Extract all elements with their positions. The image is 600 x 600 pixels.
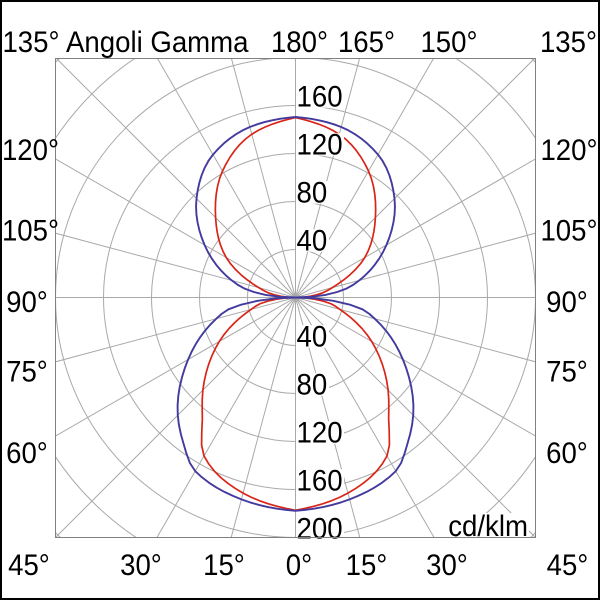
svg-text:75°: 75° xyxy=(546,355,588,388)
svg-text:cd/klm: cd/klm xyxy=(448,510,528,543)
svg-text:105°: 105° xyxy=(2,214,59,247)
svg-text:90°: 90° xyxy=(546,286,588,319)
svg-text:120°: 120° xyxy=(540,134,597,167)
svg-text:180°: 180° xyxy=(271,26,328,59)
svg-text:45°: 45° xyxy=(547,549,589,582)
svg-text:120°: 120° xyxy=(2,134,59,167)
svg-text:0°: 0° xyxy=(286,549,312,582)
svg-text:Angoli Gamma: Angoli Gamma xyxy=(66,26,249,59)
svg-text:200: 200 xyxy=(297,513,343,546)
svg-text:30°: 30° xyxy=(120,549,162,582)
svg-text:75°: 75° xyxy=(6,355,48,388)
svg-text:90°: 90° xyxy=(6,286,48,319)
svg-text:165°: 165° xyxy=(338,26,395,59)
svg-text:120: 120 xyxy=(297,129,343,162)
svg-text:80: 80 xyxy=(297,177,328,210)
svg-text:15°: 15° xyxy=(346,549,388,582)
svg-text:150°: 150° xyxy=(420,26,477,59)
svg-text:120: 120 xyxy=(297,417,343,450)
svg-text:160: 160 xyxy=(297,81,343,114)
svg-text:30°: 30° xyxy=(426,549,468,582)
svg-text:105°: 105° xyxy=(540,214,597,247)
svg-text:45°: 45° xyxy=(8,549,50,582)
svg-text:135°: 135° xyxy=(2,26,59,59)
svg-text:80: 80 xyxy=(297,369,328,402)
svg-text:15°: 15° xyxy=(203,549,245,582)
svg-text:135°: 135° xyxy=(540,26,597,59)
svg-text:60°: 60° xyxy=(6,437,48,470)
svg-text:60°: 60° xyxy=(546,437,588,470)
svg-text:40: 40 xyxy=(297,321,328,354)
svg-text:40: 40 xyxy=(297,225,328,258)
svg-text:160: 160 xyxy=(297,465,343,498)
